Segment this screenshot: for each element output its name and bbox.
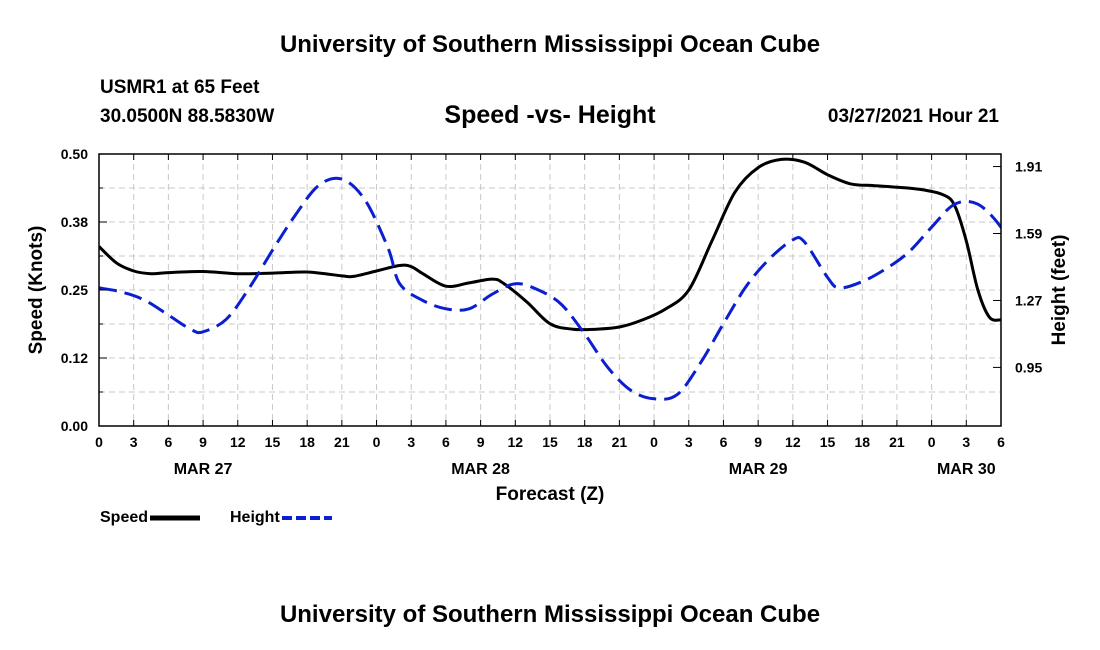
y-right-tick-label: 1.59	[1015, 226, 1042, 242]
footer-title: University of Southern Mississippi Ocean…	[279, 601, 821, 628]
x-tick-label: 9	[199, 434, 207, 450]
y-axis-right-label: Height (feet)	[1049, 235, 1070, 346]
legend-height: Height	[230, 509, 334, 527]
station-coordinates: 30.0500N 88.5830W	[100, 106, 275, 127]
date-label: MAR 27	[174, 461, 233, 478]
x-tick-label: 0	[928, 434, 936, 450]
y-axis-left-label: Speed (Knots)	[26, 226, 47, 355]
x-tick-label: 3	[130, 434, 138, 450]
series-line-speed	[99, 157, 1001, 332]
forecast-datetime: 03/27/2021 Hour 21	[827, 106, 999, 127]
x-tick-label: 3	[407, 434, 415, 450]
x-tick-label: 6	[997, 434, 1005, 450]
date-label: MAR 29	[729, 461, 788, 478]
x-tick-label: 21	[889, 434, 905, 450]
grid	[99, 154, 1001, 426]
x-tick-label: 12	[508, 434, 524, 450]
y-right-tick-label: 1.91	[1015, 159, 1042, 175]
date-label: MAR 28	[451, 461, 510, 478]
axes: 0 3 6 9 12 15 18 21 0 3 6 9 12 15 18 21 0 3 6 9 12 15 18 21 0 3 6M…	[61, 146, 1043, 478]
x-tick-label: 18	[299, 434, 315, 450]
legend-speed: Speed	[100, 509, 202, 527]
legend-height-swatch	[281, 515, 332, 520]
y-left-tick-label: 0.00	[61, 418, 88, 434]
x-tick-label: 3	[685, 434, 693, 450]
legend-speed-label: Speed	[100, 509, 149, 526]
page-title: University of Southern Mississippi Ocean…	[279, 31, 821, 58]
x-tick-label: 0	[650, 434, 658, 450]
x-tick-label: 15	[542, 434, 558, 450]
station-label: USMR1 at 65 Feet	[100, 77, 260, 98]
x-tick-label: 6	[720, 434, 728, 450]
x-tick-label: 6	[164, 434, 172, 450]
x-tick-label: 15	[820, 434, 836, 450]
series-line-height	[99, 176, 1001, 401]
x-tick-label: 21	[334, 434, 350, 450]
y-left-tick-label: 0.38	[61, 214, 88, 230]
x-tick-label: 21	[612, 434, 628, 450]
x-tick-label: 15	[265, 434, 281, 450]
legend-speed-swatch	[150, 515, 201, 521]
y-right-tick-label: 1.27	[1015, 292, 1042, 308]
y-right-tick-label: 0.95	[1015, 359, 1042, 375]
legend-height-label: Height	[230, 509, 280, 526]
x-axis-label: Forecast (Z)	[496, 484, 605, 505]
x-tick-label: 9	[754, 434, 762, 450]
chart-title: Speed -vs- Height	[444, 101, 656, 129]
series-layer	[99, 157, 1001, 401]
x-tick-label: 9	[477, 434, 485, 450]
date-label: MAR 30	[937, 461, 996, 478]
y-left-tick-label: 0.50	[61, 146, 88, 162]
x-tick-label: 3	[962, 434, 970, 450]
x-tick-label: 0	[373, 434, 381, 450]
x-tick-label: 6	[442, 434, 450, 450]
y-left-tick-label: 0.12	[61, 350, 88, 366]
x-tick-label: 18	[854, 434, 870, 450]
x-tick-label: 12	[785, 434, 801, 450]
x-tick-label: 0	[95, 434, 103, 450]
y-left-tick-label: 0.25	[61, 282, 88, 298]
x-tick-label: 12	[230, 434, 246, 450]
x-tick-label: 18	[577, 434, 593, 450]
